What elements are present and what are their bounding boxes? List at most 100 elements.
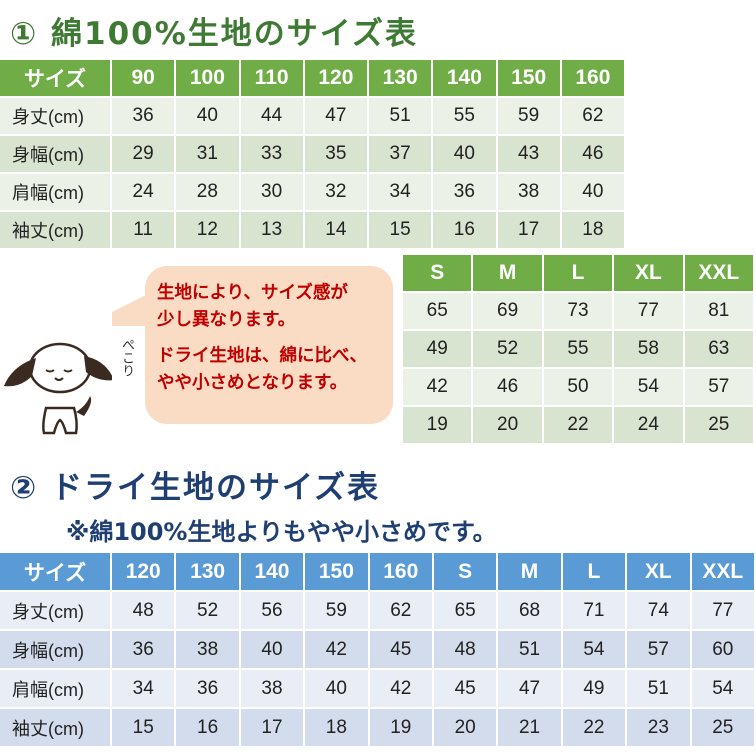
table-cell: 54 <box>614 369 685 407</box>
table-cell: 15 <box>112 709 177 748</box>
table-row: 身丈(cm) 48 52 56 59 62 65 68 71 74 77 <box>0 592 756 631</box>
table-cell: 73 <box>543 293 615 331</box>
table-cell: 59 <box>305 592 370 631</box>
column-header: 150 <box>305 553 370 592</box>
table-cell: 58 <box>614 331 685 369</box>
table-cell: 23 <box>627 709 692 748</box>
column-header: S <box>403 255 474 293</box>
table-header-row: S M L XL XXL <box>403 255 755 293</box>
table-cell: 74 <box>627 592 692 631</box>
table-header-row: サイズ 120 130 140 150 160 S M L XL XXL <box>0 553 756 592</box>
table-cell: 69 <box>473 293 544 331</box>
table-cell: 52 <box>473 331 544 369</box>
table-row: 肩幅(cm) 24 28 30 32 34 36 38 40 <box>0 174 626 212</box>
table-cell: 46 <box>473 369 544 407</box>
table-cell: 18 <box>561 212 626 250</box>
table-cell: 28 <box>176 174 241 212</box>
table-cell: 38 <box>240 670 306 709</box>
table-cell: 63 <box>684 331 755 369</box>
table-cell: 40 <box>561 174 626 212</box>
table-cell: 46 <box>561 136 626 174</box>
bowing-dog-illustration <box>4 342 112 435</box>
table-cell: 42 <box>369 670 434 709</box>
column-header: L <box>543 255 615 293</box>
bubble-line: やや小さめとなります。 <box>157 373 348 393</box>
table-cell: 40 <box>305 670 370 709</box>
column-header: 120 <box>304 60 369 98</box>
cotton-kids-size-table: サイズ 90 100 110 120 130 140 150 160 身丈(cm) 36 40 44 47… <box>0 60 626 250</box>
table-cell: 20 <box>433 709 499 748</box>
table-cell: 31 <box>176 136 241 174</box>
table-cell: 21 <box>498 709 563 748</box>
table-cell: 36 <box>112 98 177 136</box>
column-header: XXL <box>691 553 756 592</box>
column-header: 140 <box>240 553 306 592</box>
table-row: 袖丈(cm) 15 16 17 18 19 20 21 22 23 25 <box>0 709 756 748</box>
table-cell: 62 <box>369 592 434 631</box>
table-cell: 17 <box>240 709 306 748</box>
table-cell: 77 <box>691 592 756 631</box>
table-cell: 32 <box>304 174 369 212</box>
table-cell: 20 <box>473 407 544 445</box>
dog-sound-text: ぺこり <box>119 338 134 377</box>
table-cell: 71 <box>562 592 628 631</box>
table-cell: 25 <box>691 709 756 748</box>
table-cell: 50 <box>543 369 615 407</box>
bubble-line: 少し異なります。 <box>157 310 296 330</box>
table-row: 49 52 55 58 63 <box>403 331 755 369</box>
column-header: 110 <box>240 60 305 98</box>
table-cell: 25 <box>684 407 755 445</box>
table-cell: 55 <box>433 98 498 136</box>
column-header: 160 <box>369 553 434 592</box>
table-cell: 51 <box>369 98 434 136</box>
column-header: XL <box>614 255 685 293</box>
row-label: 肩幅(cm) <box>0 670 112 709</box>
column-header: 100 <box>176 60 241 98</box>
column-header: L <box>562 553 628 592</box>
column-header: 140 <box>433 60 498 98</box>
table-header-row: サイズ 90 100 110 120 130 140 150 160 <box>0 60 626 98</box>
table-row: 身幅(cm) 29 31 33 35 37 40 43 46 <box>0 136 626 174</box>
row-label: 身丈(cm) <box>0 98 112 136</box>
table-row: 身丈(cm) 36 40 44 47 51 55 59 62 <box>0 98 626 136</box>
table-cell: 36 <box>112 631 177 670</box>
table-cell: 42 <box>403 369 474 407</box>
table-cell: 29 <box>112 136 177 174</box>
table-cell: 30 <box>240 174 305 212</box>
row-label: 肩幅(cm) <box>0 174 112 212</box>
table-cell: 34 <box>112 670 177 709</box>
cotton-adult-size-table: S M L XL XXL 65 69 73 77 81 49 52 55 58 63 42 46 50 54 57 19… <box>403 255 755 445</box>
table-cell: 48 <box>433 631 499 670</box>
row-label: 身幅(cm) <box>0 631 112 670</box>
table-cell: 45 <box>369 631 434 670</box>
table-cell: 52 <box>176 592 241 631</box>
row-label: 袖丈(cm) <box>0 212 112 250</box>
table-row: 42 46 50 54 57 <box>403 369 755 407</box>
column-header: 150 <box>497 60 562 98</box>
table-cell: 34 <box>369 174 434 212</box>
column-header: M <box>498 553 563 592</box>
table-row: 身幅(cm) 36 38 40 42 45 48 51 54 57 60 <box>0 631 756 670</box>
table-cell: 56 <box>240 592 306 631</box>
table-cell: 37 <box>369 136 434 174</box>
table-cell: 19 <box>369 709 434 748</box>
table-cell: 44 <box>240 98 305 136</box>
column-header: M <box>473 255 544 293</box>
table-cell: 49 <box>562 670 628 709</box>
bubble-line: 生地により、サイズ感が <box>157 283 348 303</box>
table-row: 肩幅(cm) 34 36 38 40 42 45 47 49 51 54 <box>0 670 756 709</box>
table-cell: 47 <box>304 98 369 136</box>
table-cell: 51 <box>627 670 692 709</box>
cotton-size-title: ① 綿100%生地のサイズ表 <box>10 16 418 52</box>
dry-size-table: サイズ 120 130 140 150 160 S M L XL XXL 身丈(cm) 48 52 56 59… <box>0 553 756 748</box>
table-cell: 77 <box>614 293 685 331</box>
column-header: XXL <box>684 255 755 293</box>
table-cell: 57 <box>684 369 755 407</box>
table-cell: 33 <box>240 136 305 174</box>
table-cell: 49 <box>403 331 474 369</box>
table-cell: 24 <box>614 407 685 445</box>
table-cell: 42 <box>305 631 370 670</box>
table-cell: 62 <box>561 98 626 136</box>
table-cell: 13 <box>240 212 305 250</box>
table-cell: 40 <box>433 136 498 174</box>
